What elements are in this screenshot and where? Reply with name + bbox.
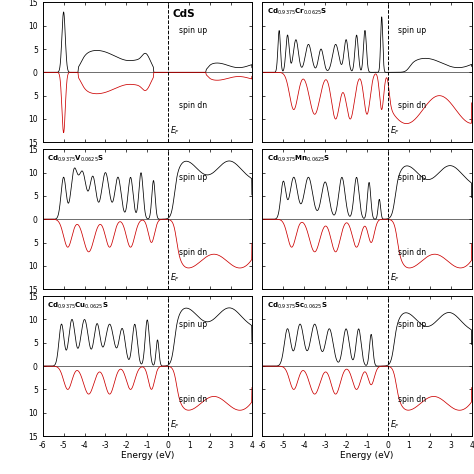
Text: Cd$_{0.9375}$Cr$_{0.0625}$S: Cd$_{0.9375}$Cr$_{0.0625}$S [266, 7, 327, 17]
Text: $E_F$: $E_F$ [390, 125, 400, 137]
Text: spin dn: spin dn [398, 248, 427, 257]
Text: $E_F$: $E_F$ [170, 272, 180, 284]
Text: $E_F$: $E_F$ [170, 125, 180, 137]
Text: spin up: spin up [179, 26, 207, 35]
Text: CdS: CdS [173, 9, 195, 19]
Text: spin dn: spin dn [398, 101, 427, 110]
Text: spin up: spin up [179, 319, 207, 328]
X-axis label: Energy (eV): Energy (eV) [340, 451, 394, 460]
Text: $E_F$: $E_F$ [390, 272, 400, 284]
Text: $E_F$: $E_F$ [170, 419, 180, 431]
Text: Cd$_{0.9375}$Cu$_{0.0625}$S: Cd$_{0.9375}$Cu$_{0.0625}$S [47, 301, 109, 310]
Text: spin up: spin up [398, 26, 427, 35]
Text: spin dn: spin dn [179, 395, 207, 404]
Text: Cd$_{0.9375}$Sc$_{0.0625}$S: Cd$_{0.9375}$Sc$_{0.0625}$S [266, 301, 327, 310]
Text: Cd$_{0.9375}$V$_{0.0625}$S: Cd$_{0.9375}$V$_{0.0625}$S [47, 154, 104, 164]
Text: spin up: spin up [179, 173, 207, 182]
Text: spin up: spin up [398, 173, 427, 182]
Text: spin dn: spin dn [179, 248, 207, 257]
Text: spin dn: spin dn [398, 395, 427, 404]
Text: $E_F$: $E_F$ [390, 419, 400, 431]
Text: spin up: spin up [398, 319, 427, 328]
X-axis label: Energy (eV): Energy (eV) [120, 451, 174, 460]
Text: Cd$_{0.9375}$Mn$_{0.0625}$S: Cd$_{0.9375}$Mn$_{0.0625}$S [266, 154, 330, 164]
Text: spin dn: spin dn [179, 101, 207, 110]
